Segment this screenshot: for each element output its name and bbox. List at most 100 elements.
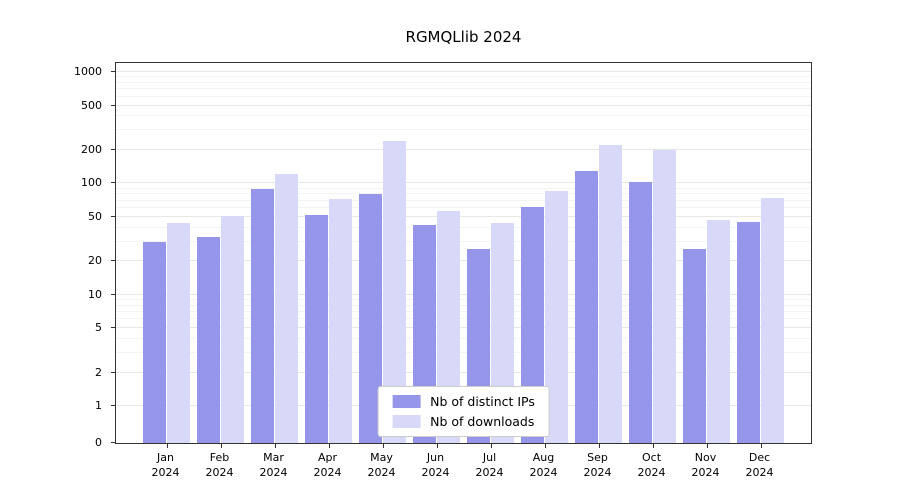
x-axis-label-jan: Jan 2024 [139, 450, 193, 480]
gridline-minor [116, 199, 811, 201]
bar-group-may [356, 63, 410, 443]
y-tick-label: 20 [88, 254, 102, 268]
x-axis-label-aug: Aug 2024 [517, 450, 571, 480]
x-label-year: 2024 [691, 466, 720, 479]
bar-distinct-ips-nov [683, 248, 706, 443]
x-axis: Jan 2024 Feb 2024 Mar 2024 Apr 2024 May 2024 Jun 20… [115, 450, 812, 490]
x-label-month: Mar [263, 451, 284, 464]
y-tick-mark [111, 148, 115, 150]
y-tick-mark [111, 371, 115, 373]
bar-group-feb [194, 63, 248, 443]
x-tick-mark [220, 444, 222, 448]
x-tick-mark [166, 444, 168, 448]
x-label-month: Jul [482, 451, 497, 464]
bar-group-sep [572, 63, 626, 443]
y-tick-mark [111, 293, 115, 295]
legend-swatch-distinct-ips [392, 395, 421, 408]
y-tick-mark [111, 260, 115, 262]
y-tick-label: 1 [95, 399, 102, 412]
gridline-major [116, 293, 811, 295]
x-tick-mark [490, 444, 492, 448]
x-label-year: 2024 [421, 466, 450, 479]
bar-distinct-ips-feb [197, 237, 220, 443]
y-tick-label: 1000 [74, 65, 102, 79]
x-label-month: Jan [157, 451, 174, 464]
y-tick-mark [111, 182, 115, 184]
bar-downloads-dec [761, 197, 784, 443]
y-tick-label: 50 [88, 209, 102, 223]
gridline-minor [116, 240, 811, 242]
gridline-minor [116, 310, 811, 312]
bar-downloads-aug [545, 191, 568, 443]
x-tick-mark [652, 444, 654, 448]
gridline-minor [116, 193, 811, 195]
x-label-month: Feb [209, 451, 230, 464]
gridline-minor [116, 76, 811, 78]
x-axis-label-mar: Mar 2024 [247, 450, 301, 480]
y-tick-label: 5 [95, 321, 102, 335]
plot-area: Nb of distinct IPs Nb of downloads [111, 62, 812, 448]
x-tick-mark [760, 444, 762, 448]
x-tick-mark [436, 444, 438, 448]
y-axis: 0 1 2 5 10 20 50 100 200 500 1000 [0, 62, 108, 449]
x-tick-mark [598, 444, 600, 448]
bar-distinct-ips-apr [305, 215, 328, 443]
gridline-minor [116, 81, 811, 83]
x-tick-mark [706, 444, 708, 448]
x-label-month: Sep [587, 451, 608, 464]
bar-group-jan [140, 63, 194, 443]
y-tick-mark [111, 327, 115, 329]
x-tick-mark [544, 444, 546, 448]
bar-downloads-jan [167, 223, 190, 443]
bar-distinct-ips-dec [737, 222, 760, 443]
gridline-minor [116, 351, 811, 353]
chart-title: RGMQLlib 2024 [405, 28, 522, 46]
x-tick-mark [274, 444, 276, 448]
bar-distinct-ips-oct [629, 181, 652, 443]
x-label-year: 2024 [529, 466, 558, 479]
gridline-minor [116, 95, 811, 97]
legend-swatch-downloads [392, 415, 421, 428]
y-tick-mark [111, 215, 115, 217]
x-label-month: Apr [317, 451, 338, 464]
gridline-major [116, 182, 811, 184]
gridline-minor [116, 207, 811, 209]
x-axis-label-dec: Dec 2024 [733, 450, 787, 480]
y-tick-mark [111, 442, 115, 443]
legend-label-downloads: Nb of downloads [430, 414, 535, 429]
bar-downloads-may [383, 141, 406, 443]
gridline-major [116, 104, 811, 106]
x-axis-label-oct: Oct 2024 [625, 450, 679, 480]
x-axis-label-jul: Jul 2024 [463, 450, 517, 480]
x-label-year: 2024 [583, 466, 612, 479]
x-label-year: 2024 [637, 466, 666, 479]
x-label-month: Jun [426, 451, 445, 464]
x-tick-mark [328, 444, 330, 448]
x-axis-label-nov: Nov 2024 [679, 450, 733, 480]
y-tick-label: 100 [81, 176, 102, 190]
x-axis-label-may: May 2024 [355, 450, 409, 480]
x-tick-mark [382, 444, 384, 448]
x-label-month: Dec [748, 451, 771, 464]
x-label-year: 2024 [367, 466, 396, 479]
legend-label-distinct-ips: Nb of distinct IPs [430, 394, 535, 409]
bar-distinct-ips-aug [521, 207, 544, 443]
x-label-year: 2024 [745, 466, 774, 479]
gridline-minor [116, 298, 811, 300]
x-label-year: 2024 [475, 466, 504, 479]
bar-group-aug [518, 63, 572, 443]
bar-group-dec [734, 63, 788, 443]
x-label-month: Aug [532, 451, 555, 464]
gridline-major [116, 215, 811, 217]
x-label-month: Oct [641, 451, 662, 464]
x-label-year: 2024 [205, 466, 234, 479]
bar-group-nov [680, 63, 734, 443]
y-tick-mark [111, 104, 115, 106]
y-tick-mark [111, 405, 115, 406]
gridline-major [116, 71, 811, 73]
x-label-year: 2024 [259, 466, 288, 479]
x-label-year: 2024 [151, 466, 180, 479]
bar-distinct-ips-mar [251, 188, 274, 443]
bar-group-mar [248, 63, 302, 443]
